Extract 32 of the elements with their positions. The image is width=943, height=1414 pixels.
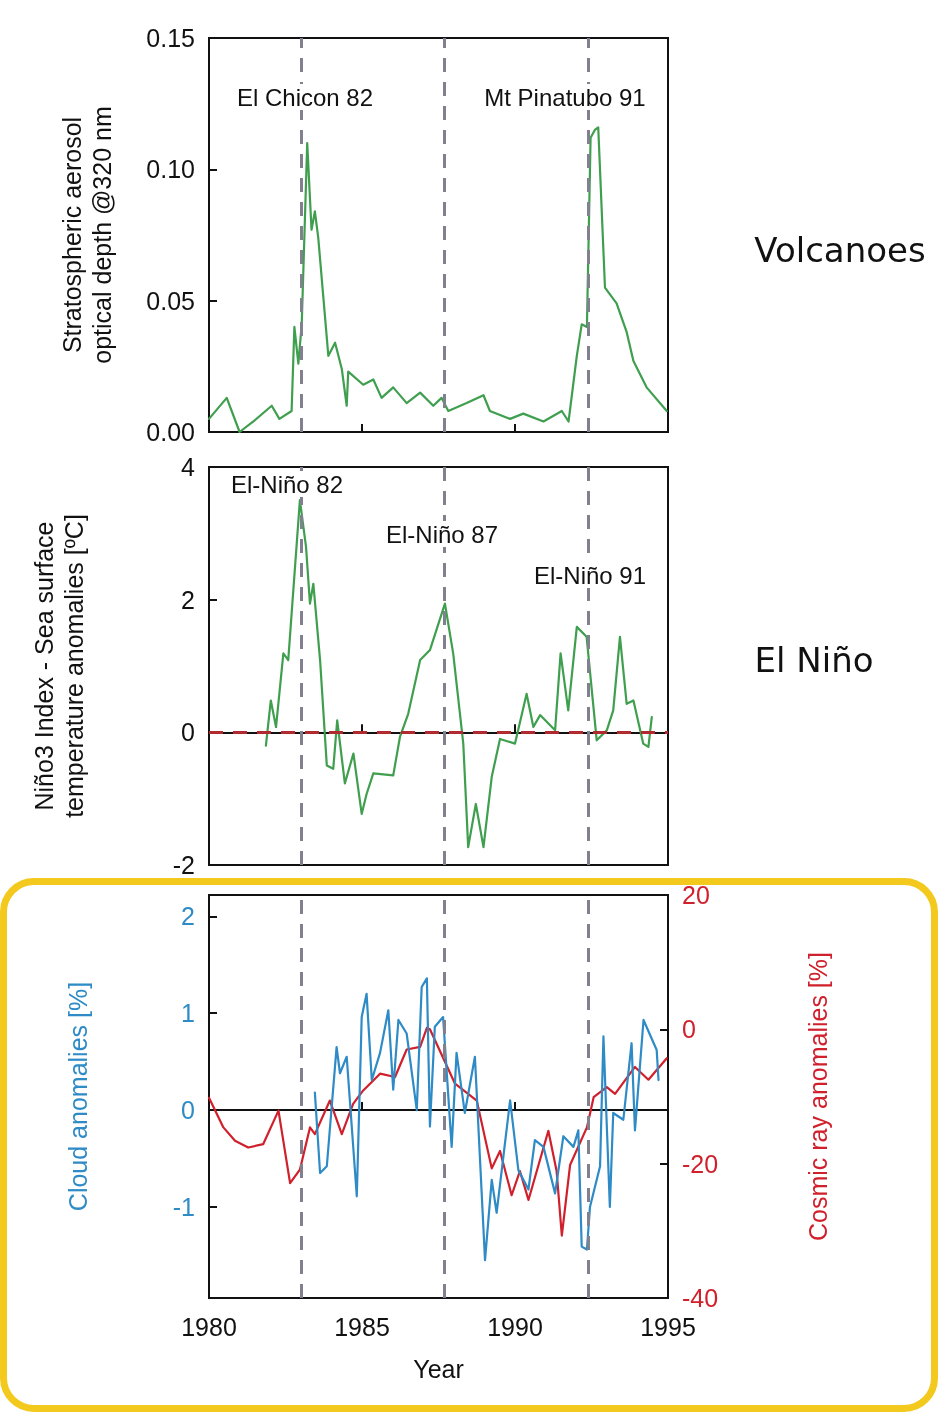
y-tick-label: 0 <box>181 1096 195 1125</box>
y-tick-label: 0.00 <box>146 418 195 446</box>
y2-axis-title: Cosmic ray anomalies [%] <box>804 952 832 1241</box>
y-tick-label: 0.10 <box>146 155 195 184</box>
y2-tick-label: -20 <box>682 1149 719 1178</box>
y-tick-label: 0.15 <box>146 24 195 52</box>
y-tick-label: 0 <box>181 718 195 747</box>
y2-tick-label: -40 <box>682 1284 719 1312</box>
y-tick-label: 0.05 <box>146 286 195 315</box>
annotation: El Chicon 82 <box>236 83 374 111</box>
y-tick-label: 4 <box>181 453 196 481</box>
y-tick-label: -1 <box>172 1192 195 1221</box>
y-axis-title: Stratospheric aerosol optical depth @320 nm <box>58 106 116 364</box>
annotation: El-Niño 87 <box>385 520 499 548</box>
y-tick-label: 2 <box>181 585 195 614</box>
y-axis-title: Cloud anomalies [%] <box>64 981 92 1212</box>
x-axis-title: Year <box>413 1354 464 1383</box>
text: El Niño <box>754 640 874 680</box>
y-tick-label: 2 <box>181 902 195 931</box>
annotation: El-Niño 91 <box>533 561 647 589</box>
y-tick-label: -2 <box>172 851 195 879</box>
x-tick-label: 1985 <box>334 1312 390 1341</box>
y2-tick-label: 20 <box>682 881 710 909</box>
y2-tick-label: 0 <box>682 1015 696 1044</box>
y-tick-label: 1 <box>181 999 195 1028</box>
x-tick-label: 1995 <box>640 1312 696 1341</box>
x-tick-label: 1980 <box>181 1312 237 1341</box>
annotation: Mt Pinatubo 91 <box>484 83 646 111</box>
text: Volcanoes <box>754 230 926 270</box>
x-tick-label: 1990 <box>487 1312 543 1341</box>
annotation: El-Niño 82 <box>230 470 344 498</box>
y-axis-title: Niño3 Index - Sea surface temperature anomalies [ºC] <box>30 514 88 818</box>
